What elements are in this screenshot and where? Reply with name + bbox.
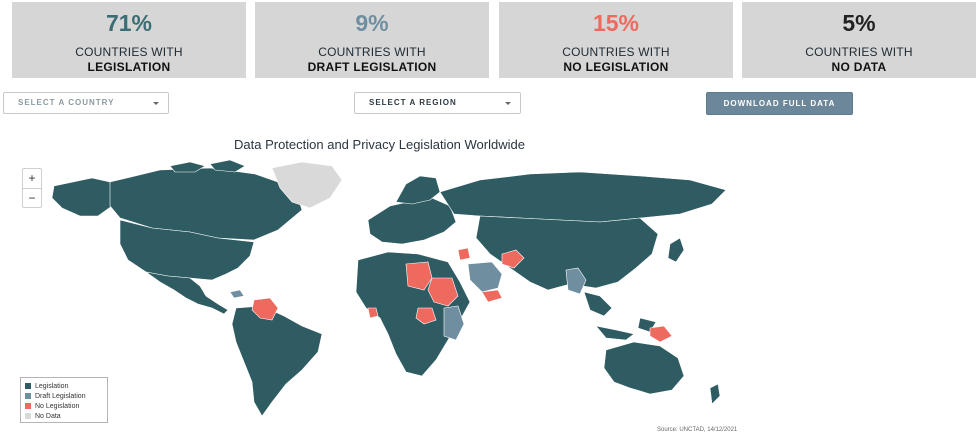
map-region-sudan[interactable] [427, 277, 459, 307]
stats-bar: 71% COUNTRIES WITH LEGISLATION 9% COUNTR… [12, 2, 977, 78]
legend-item: No Legislation [25, 401, 103, 411]
stat-percent: 9% [355, 10, 389, 36]
map-region-greenland[interactable] [271, 161, 343, 209]
map-region-papua-new-guinea[interactable] [649, 325, 673, 343]
legend-label: Legislation [35, 382, 69, 390]
stat-card-draft: 9% COUNTRIES WITH DRAFT LEGISLATION [255, 2, 489, 78]
legend-swatch [25, 403, 31, 409]
legend-label: No Legislation [35, 402, 80, 410]
stat-card-legislation: 71% COUNTRIES WITH LEGISLATION [12, 2, 246, 78]
map-region-yemen[interactable] [481, 289, 503, 303]
map-region-arctic-islands[interactable] [169, 159, 246, 173]
region-select-label: SELECT A REGION [369, 98, 457, 107]
map-region-mexico[interactable] [145, 271, 229, 315]
map-region-japan[interactable] [667, 237, 685, 263]
stat-label-line1: COUNTRIES WITH [318, 45, 426, 59]
map-region-venezuela[interactable] [251, 297, 279, 321]
legend-swatch [25, 413, 31, 419]
chevron-down-icon [153, 102, 159, 105]
map-region-usa[interactable] [119, 219, 255, 281]
country-select-label: SELECT A COUNTRY [18, 98, 115, 107]
map-region-russia[interactable] [439, 171, 727, 223]
stat-percent: 71% [105, 10, 153, 36]
map-legend: Legislation Draft Legislation No Legisla… [20, 377, 108, 423]
map-region-alaska[interactable] [51, 177, 113, 217]
stat-card-no-data: 5% COUNTRIES WITH NO DATA [742, 2, 976, 78]
map-title: Data Protection and Privacy Legislation … [234, 137, 525, 152]
legend-label: No Data [35, 412, 61, 420]
country-select[interactable]: SELECT A COUNTRY [3, 92, 169, 114]
map-region-scandinavia[interactable] [395, 175, 441, 205]
zoom-out-button[interactable]: − [28, 191, 36, 205]
chevron-down-icon [505, 102, 511, 105]
legend-swatch [25, 393, 31, 399]
stat-label-line2: DRAFT LEGISLATION [307, 60, 437, 74]
stat-label-line1: COUNTRIES WITH [75, 45, 183, 59]
zoom-in-button[interactable]: + [23, 169, 41, 189]
map-region-new-zealand[interactable] [709, 383, 721, 405]
download-full-data-button[interactable]: DOWNLOAD FULL DATA [706, 92, 853, 115]
stat-percent: 5% [842, 10, 876, 36]
legend-item: No Data [25, 411, 103, 421]
map-region-libya[interactable] [405, 261, 433, 291]
zoom-control: + − [22, 168, 42, 208]
stat-label-line1: COUNTRIES WITH [562, 45, 670, 59]
map-region-west-africa-none[interactable] [367, 307, 379, 319]
map-region-southeast-asia-draft[interactable] [565, 267, 587, 295]
map-region-australia[interactable] [603, 341, 685, 395]
region-select[interactable]: SELECT A REGION [354, 92, 521, 114]
legend-label: Draft Legislation [35, 392, 86, 400]
map-region-europe[interactable] [367, 197, 457, 245]
map-region-caribbean-draft[interactable] [229, 289, 245, 299]
stat-label-line1: COUNTRIES WITH [805, 45, 913, 59]
map-region-afghanistan[interactable] [501, 249, 525, 269]
map-region-saudi-arabia[interactable] [467, 261, 503, 293]
legend-item: Draft Legislation [25, 391, 103, 401]
stat-label-line2: LEGISLATION [87, 60, 171, 74]
stat-card-no-legislation: 15% COUNTRIES WITH NO LEGISLATION [499, 2, 733, 78]
stat-label-line2: NO LEGISLATION [563, 60, 669, 74]
map-region-east-africa-draft[interactable] [443, 305, 465, 341]
map-region-central-africa-none[interactable] [415, 307, 437, 325]
stat-percent: 15% [592, 10, 640, 36]
map-region-southeast-asia[interactable] [583, 291, 657, 341]
legend-item: Legislation [25, 381, 103, 391]
world-map[interactable] [40, 158, 740, 420]
legend-swatch [25, 383, 31, 389]
map-region-south-america[interactable] [231, 305, 323, 417]
map-region-iraq[interactable] [457, 247, 471, 261]
map-source: Source: UNCTAD, 14/12/2021 [657, 427, 738, 433]
stat-label-line2: NO DATA [831, 60, 887, 74]
